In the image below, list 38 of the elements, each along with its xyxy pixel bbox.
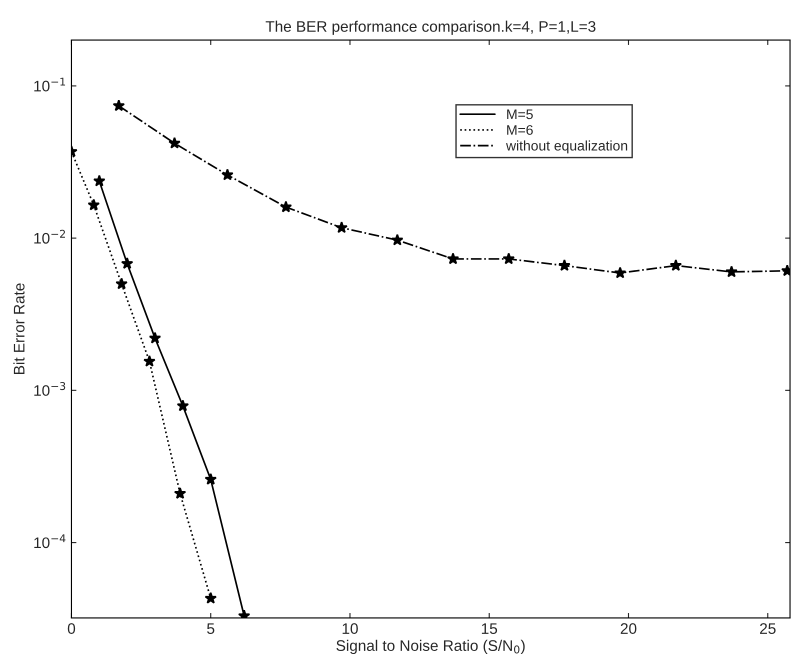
y-tick-label: 10$^{−4}$ (34, 534, 66, 548)
point (88, 198, 100, 210)
x-axis-title: Signal to Noise Ratio (S/N$_{0}$) (336, 640, 525, 654)
point (168, 136, 181, 149)
x-tick-label: 5 (207, 623, 214, 634)
legend-label: M=6 (507, 125, 533, 135)
point (93, 174, 106, 186)
y-tick-label: 10$^{−3}$ (34, 382, 66, 396)
point (725, 266, 738, 278)
point (391, 234, 404, 246)
x-tick-label: 25 (760, 623, 776, 634)
point (204, 473, 217, 485)
point (115, 278, 128, 290)
point (670, 259, 682, 271)
point (121, 257, 134, 269)
x-tick-label: 10 (342, 623, 358, 634)
point (148, 332, 162, 344)
y-axis-title: Bit Error Rate (13, 283, 25, 374)
point (221, 168, 234, 180)
y-tick-label: 10$^{−2}$ (34, 230, 65, 244)
x-tick-label: 20 (620, 623, 636, 634)
point (174, 487, 186, 499)
y-tick-label: 10$^{−1}$ (34, 78, 66, 92)
chart-title: The BER performance comparison.k=4, P=1,L=3 (266, 20, 596, 35)
x-tick-label: 0 (68, 623, 76, 634)
point (336, 221, 348, 234)
point (502, 252, 515, 264)
point (280, 200, 292, 212)
point (446, 252, 460, 264)
point (112, 99, 125, 112)
point (176, 400, 189, 412)
x-tick-label: 15 (482, 623, 498, 634)
legend-label: M=5 (507, 109, 533, 120)
point (558, 259, 571, 271)
point (614, 266, 626, 278)
legend-label: without equalization (506, 140, 628, 154)
point (204, 592, 217, 604)
point (143, 354, 156, 367)
